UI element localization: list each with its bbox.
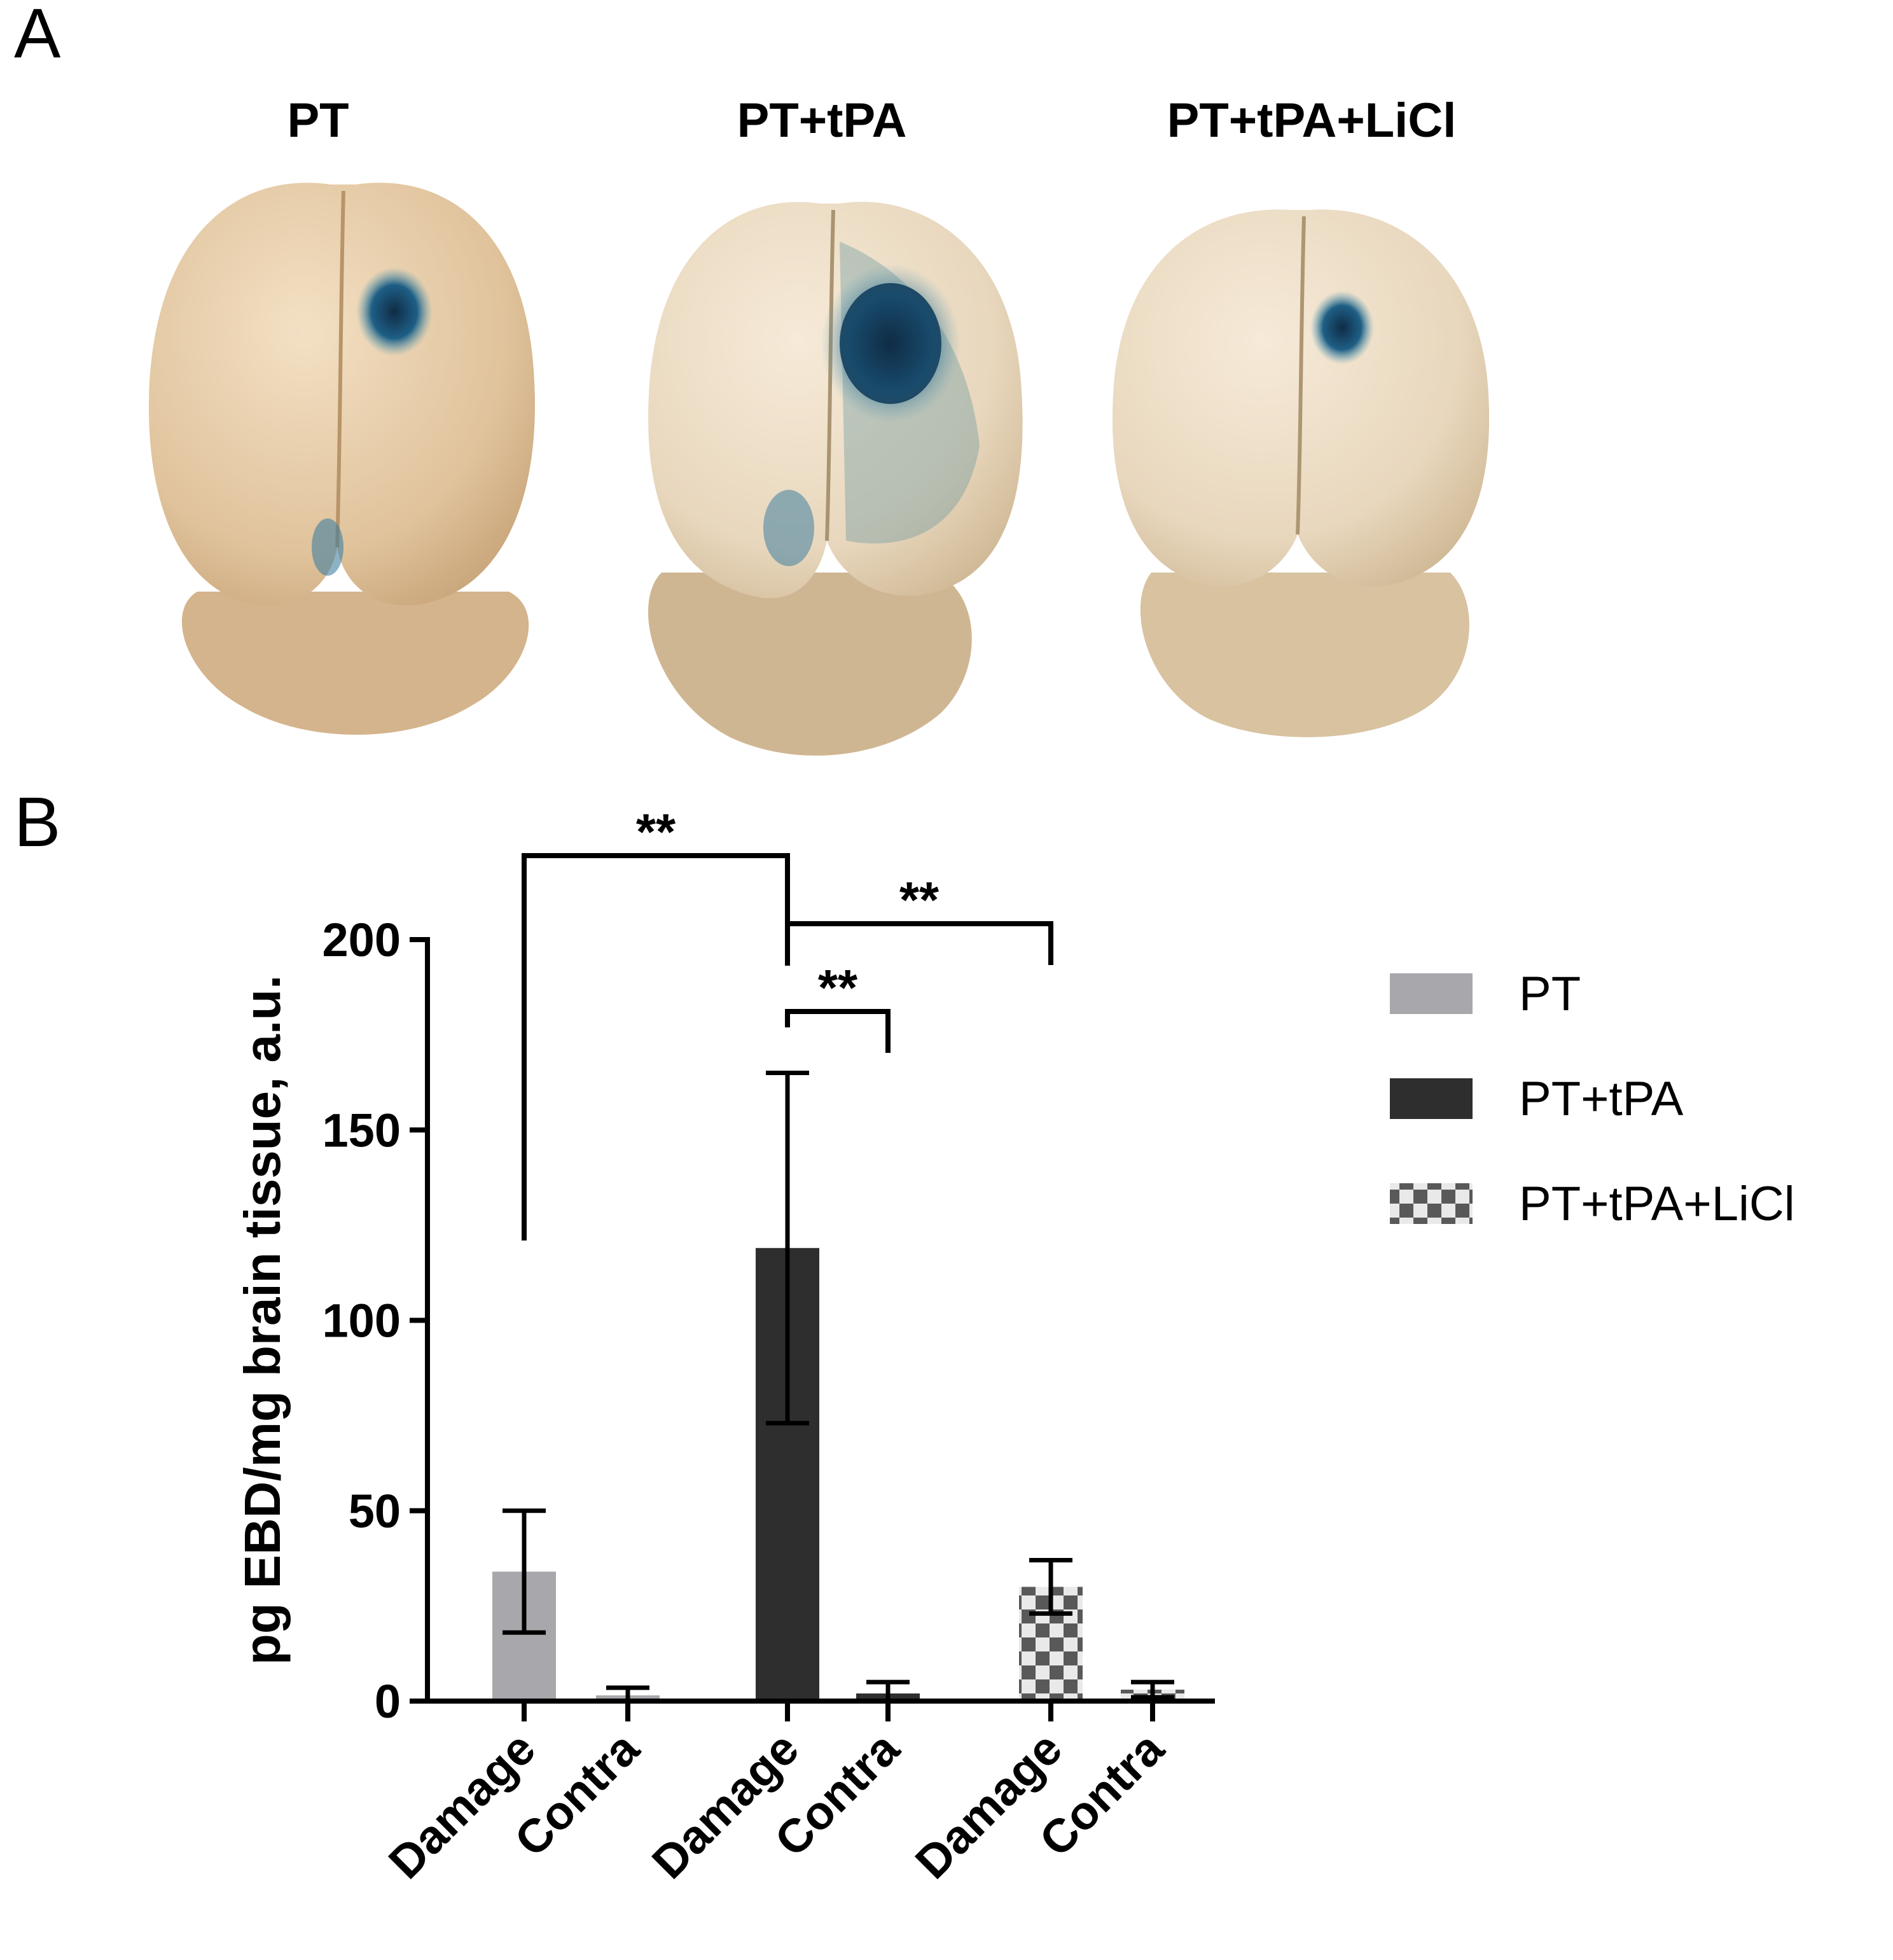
bar-chart: 0 50 100 150 200 pg EBD/mg brain tissue, a.u.…	[234, 803, 1795, 1889]
panel-a-label: A	[14, 0, 61, 73]
legend-swatch-1	[1390, 1078, 1473, 1119]
legend-swatch-2	[1390, 1183, 1473, 1224]
group-title-pt-tpa-licl: PT+tPA+LiCl	[1167, 94, 1457, 148]
significance-label-1: **	[899, 872, 940, 928]
y-axis-label: pg EBD/mg brain tissue, a.u.	[234, 975, 291, 1665]
x-tick-label-2: Damage	[642, 1722, 808, 1889]
brain-photo-pt-tpa	[648, 202, 1023, 756]
group-title-pt: PT	[287, 94, 349, 148]
group-title-pt-tpa: PT+tPA	[737, 94, 907, 148]
panel-b-label: B	[14, 783, 60, 861]
legend-swatch-0	[1390, 973, 1473, 1014]
x-tick-label-0: Damage	[378, 1722, 545, 1889]
y-tick-label-0: 0	[375, 1675, 401, 1728]
significance-bracket-2	[785, 1009, 891, 1053]
y-tick-label-50: 50	[349, 1485, 401, 1538]
legend-label-1: PT+tPA	[1519, 1072, 1684, 1126]
y-tick-label-200: 200	[322, 914, 401, 966]
legend-label-0: PT	[1519, 967, 1581, 1021]
brain-photo-pt-tpa-licl	[1112, 209, 1490, 737]
significance-bracket-1	[785, 921, 1053, 966]
y-tick-label-150: 150	[322, 1104, 401, 1157]
x-tick-label-4: Damage	[905, 1722, 1072, 1889]
significance-label-0: **	[636, 803, 676, 860]
significance-label-2: **	[818, 959, 858, 1016]
brain-photo-pt	[148, 183, 535, 735]
legend-label-2: PT+tPA+LiCl	[1519, 1177, 1795, 1231]
y-tick-label-100: 100	[322, 1295, 401, 1347]
significance-bracket-0	[522, 853, 790, 1241]
